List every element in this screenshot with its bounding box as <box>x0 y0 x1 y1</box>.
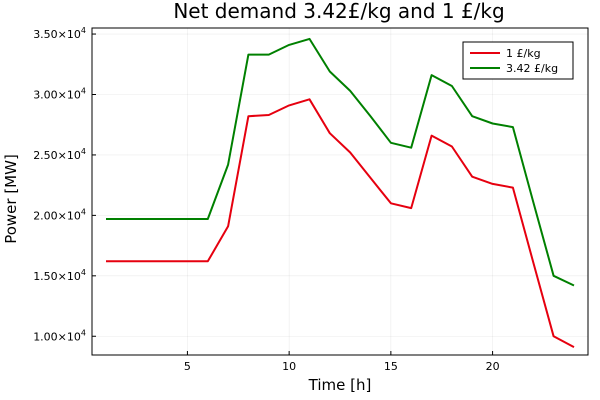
series-line-2 <box>106 37 575 287</box>
plot-frame <box>91 27 589 356</box>
y-tick-mantissa: 3.00×10 <box>33 88 81 101</box>
y-tick-mantissa: 2.50×10 <box>33 149 81 162</box>
series-lines <box>106 37 575 348</box>
chart-title: Net demand 3.42£/kg and 1 £/kg <box>173 0 504 23</box>
y-tick-label: 2.00×104 <box>33 207 86 222</box>
y-tick-exponent: 4 <box>81 26 86 35</box>
y-tick-label: 2.50×104 <box>33 147 86 162</box>
y-tick-exponent: 4 <box>81 328 86 337</box>
series-line-1 <box>106 98 575 348</box>
y-tick-mantissa: 2.00×10 <box>33 209 81 222</box>
y-tick-exponent: 4 <box>81 147 86 156</box>
legend: 1 £/kg 3.42 £/kg <box>462 41 574 80</box>
x-axis-label: Time [h] <box>308 376 372 394</box>
y-tick-mantissa: 3.50×10 <box>33 28 81 41</box>
y-tick-label: 3.50×104 <box>33 26 86 41</box>
grid-lines <box>92 28 588 355</box>
legend-box <box>462 41 574 80</box>
y-tick-mantissa: 1.00×10 <box>33 330 81 343</box>
legend-label-1: 1 £/kg <box>506 47 541 60</box>
y-tick-label: 1.00×104 <box>33 328 86 343</box>
y-tick-label: 1.50×104 <box>33 268 86 283</box>
x-tick-label: 15 <box>384 360 398 373</box>
y-tick-exponent: 4 <box>81 86 86 95</box>
y-axis-label: Power [MW] <box>2 154 20 244</box>
y-tick-exponent: 4 <box>81 268 86 277</box>
x-axis-ticks: 5 10 15 20 <box>184 351 500 373</box>
x-tick-label: 5 <box>184 360 191 373</box>
y-tick-label: 3.00×104 <box>33 86 86 101</box>
y-tick-mantissa: 1.50×10 <box>33 270 81 283</box>
y-axis-ticks: 1.00×1041.50×1042.00×1042.50×1043.00×104… <box>33 26 96 343</box>
x-tick-label: 20 <box>486 360 500 373</box>
y-tick-exponent: 4 <box>81 207 86 216</box>
x-tick-label: 10 <box>282 360 296 373</box>
legend-label-2: 3.42 £/kg <box>506 62 558 75</box>
